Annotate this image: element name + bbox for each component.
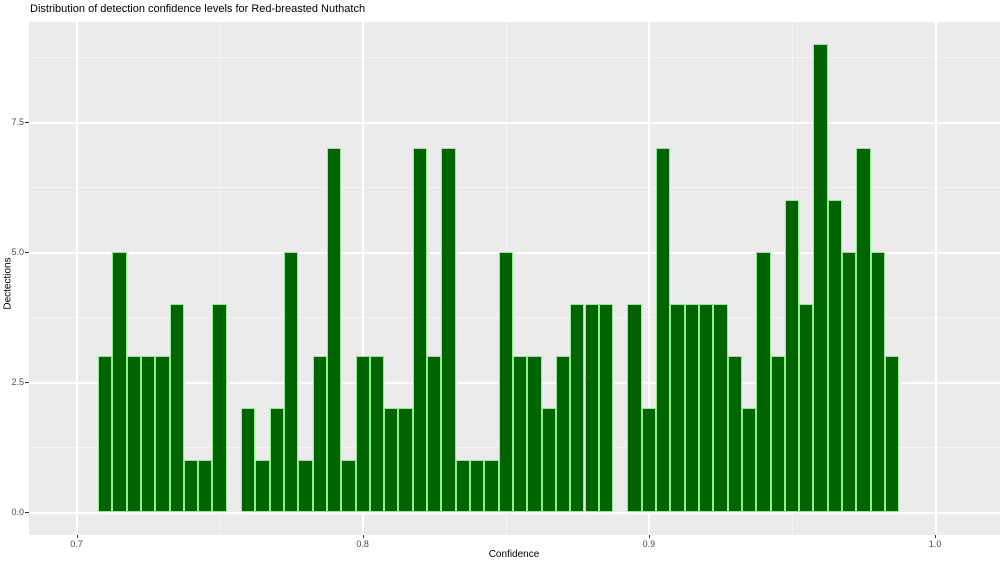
histogram-bar bbox=[813, 44, 828, 512]
histogram-bar bbox=[427, 356, 442, 512]
histogram-bar bbox=[484, 460, 499, 512]
histogram-bar bbox=[856, 148, 871, 512]
x-tick-label: 0.8 bbox=[356, 539, 369, 549]
chart-title: Distribution of detection confidence lev… bbox=[30, 3, 366, 15]
histogram-bar bbox=[241, 408, 256, 512]
histogram-bar bbox=[470, 460, 485, 512]
histogram-bar bbox=[455, 460, 470, 512]
x-tick-label: 0.7 bbox=[70, 539, 83, 549]
histogram-bar bbox=[112, 252, 127, 512]
histogram-bar bbox=[756, 252, 771, 512]
y-tick-label: 5.0 bbox=[11, 247, 24, 257]
histogram-bar bbox=[341, 460, 356, 512]
gridline-minor-v bbox=[219, 22, 221, 535]
histogram-bar bbox=[627, 304, 642, 512]
histogram-bar bbox=[255, 460, 270, 512]
gridline-major-h bbox=[29, 251, 1000, 254]
histogram-bar bbox=[842, 252, 857, 512]
histogram-bar bbox=[312, 356, 327, 512]
histogram-bar bbox=[441, 148, 456, 512]
histogram-bar bbox=[598, 304, 614, 512]
histogram-bar bbox=[283, 252, 299, 512]
gridline-minor-h bbox=[29, 57, 1000, 58]
histogram-bar bbox=[369, 356, 385, 512]
histogram-bar bbox=[770, 356, 785, 512]
histogram-bar bbox=[584, 304, 599, 512]
y-axis-title: Dectections bbox=[2, 257, 14, 310]
x-tick-mark bbox=[76, 535, 78, 538]
histogram-bar bbox=[541, 408, 556, 512]
histogram-bar bbox=[97, 356, 113, 512]
histogram-bar bbox=[512, 356, 528, 512]
histogram-bar bbox=[799, 304, 814, 512]
gridline-major-h bbox=[29, 511, 1000, 514]
gridline-major-v bbox=[648, 22, 651, 535]
y-tick-mark bbox=[25, 122, 29, 123]
histogram-bar bbox=[870, 252, 885, 512]
histogram-bar bbox=[741, 408, 757, 512]
histogram-bar bbox=[684, 304, 699, 512]
plot-panel bbox=[29, 22, 1000, 535]
histogram-bar bbox=[140, 356, 156, 512]
histogram-bar bbox=[784, 200, 800, 512]
x-tick-mark bbox=[935, 535, 937, 538]
histogram-bar bbox=[885, 356, 900, 512]
x-tick-label: 0.9 bbox=[642, 539, 656, 549]
histogram-bar bbox=[269, 408, 284, 512]
gridline-major-v bbox=[76, 22, 78, 535]
histogram-bar bbox=[412, 148, 428, 512]
gridline-major-v bbox=[362, 22, 365, 535]
histogram-bar bbox=[698, 304, 714, 512]
histogram-bar bbox=[498, 252, 513, 512]
x-tick-mark bbox=[648, 535, 650, 538]
histogram-bar bbox=[727, 356, 742, 512]
histogram-bar bbox=[656, 148, 671, 512]
x-tick-label: 1.0 bbox=[928, 539, 942, 549]
gridline-major-v bbox=[934, 22, 937, 535]
gridline-minor-h bbox=[29, 187, 1000, 188]
gridline-minor-h bbox=[29, 317, 1000, 318]
gridline-major-h bbox=[29, 121, 1000, 124]
histogram-bar bbox=[641, 408, 657, 512]
y-tick-label: 2.5 bbox=[11, 377, 24, 387]
y-tick-mark bbox=[25, 512, 29, 513]
x-axis-title: Confidence bbox=[488, 549, 540, 560]
histogram-bar bbox=[713, 304, 728, 512]
histogram-bar bbox=[570, 304, 585, 512]
histogram-bar bbox=[384, 408, 399, 512]
x-tick-mark bbox=[362, 535, 364, 538]
histogram-bar bbox=[555, 356, 571, 512]
y-tick-label: 0.0 bbox=[11, 507, 24, 517]
y-tick-label: 7.5 bbox=[11, 117, 24, 127]
histogram-bar bbox=[398, 408, 413, 512]
histogram-bar bbox=[169, 304, 184, 512]
histogram-bar bbox=[126, 356, 141, 512]
histogram-bar bbox=[827, 200, 843, 512]
y-tick-mark bbox=[25, 382, 29, 383]
histogram-bar bbox=[155, 356, 170, 512]
histogram-bar bbox=[670, 304, 685, 512]
histogram-bar bbox=[355, 356, 370, 512]
histogram-bar bbox=[326, 148, 342, 512]
y-tick-mark bbox=[25, 252, 29, 253]
histogram-bar bbox=[298, 460, 313, 512]
histogram-bar bbox=[212, 304, 227, 512]
histogram-bar bbox=[183, 460, 199, 512]
histogram-bar bbox=[527, 356, 542, 512]
histogram-bar bbox=[198, 460, 213, 512]
